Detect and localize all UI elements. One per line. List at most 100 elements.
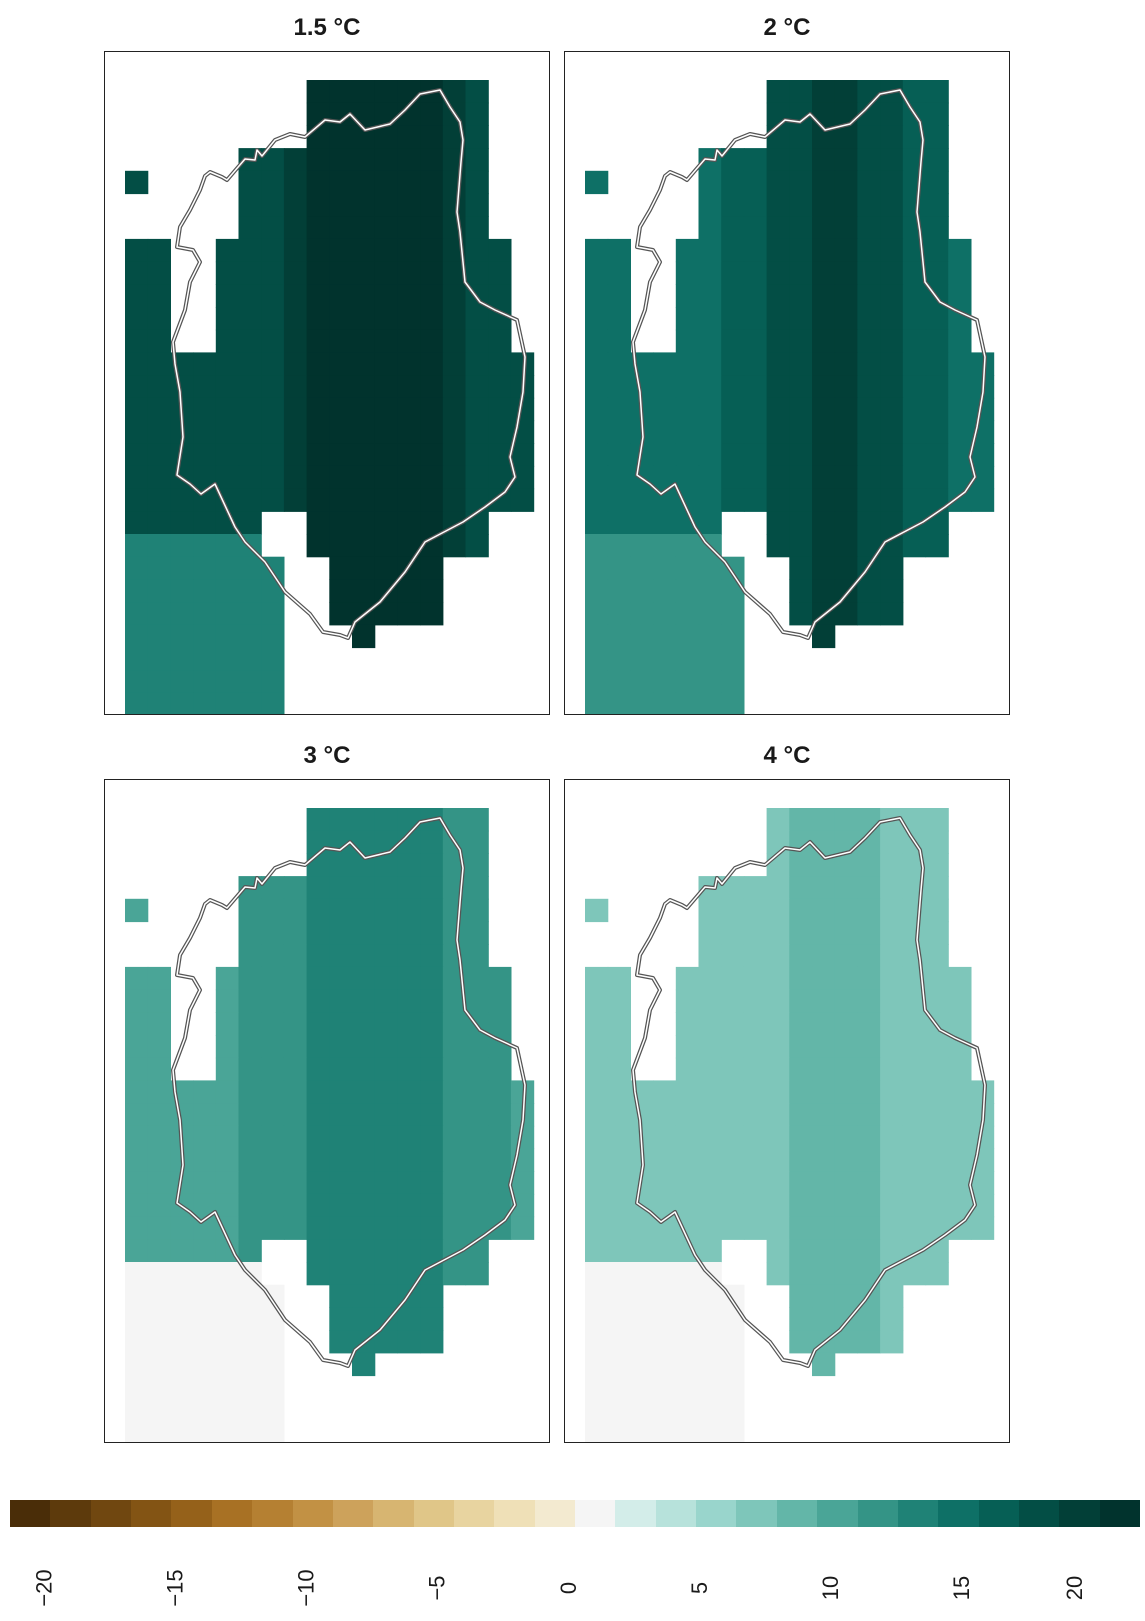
grid-cell bbox=[352, 284, 376, 308]
grid-cell bbox=[880, 216, 904, 240]
grid-cell bbox=[721, 624, 745, 649]
colorbar-tick-label: −10 bbox=[293, 1569, 319, 1607]
grid-cell bbox=[902, 1035, 927, 1059]
grid-cell bbox=[374, 397, 398, 422]
grid-cell bbox=[374, 1148, 398, 1172]
grid-cell bbox=[397, 1035, 421, 1059]
grid-cell bbox=[925, 1148, 949, 1172]
grid-cell bbox=[147, 1420, 171, 1442]
grid-cell bbox=[283, 329, 308, 353]
grid-cell bbox=[585, 1420, 609, 1442]
grid-cell bbox=[880, 876, 904, 900]
grid-cell bbox=[834, 1284, 858, 1308]
colorbar-swatch bbox=[494, 1500, 535, 1527]
grid-cell bbox=[397, 1080, 421, 1104]
grid-cell bbox=[147, 397, 171, 422]
grid-cell bbox=[125, 1262, 149, 1286]
grid-cell bbox=[857, 193, 881, 217]
grid-cell bbox=[812, 216, 836, 240]
grid-cell bbox=[970, 443, 995, 467]
grid-cell bbox=[238, 1103, 262, 1127]
grid-cell bbox=[261, 602, 285, 626]
grid-cell bbox=[215, 261, 240, 285]
grid-cell bbox=[465, 1035, 489, 1059]
grid-cell bbox=[193, 1125, 217, 1150]
grid-cell bbox=[925, 102, 949, 126]
grid-cell bbox=[857, 1080, 881, 1104]
grid-cell bbox=[442, 80, 467, 104]
grid-cell bbox=[465, 989, 489, 1013]
grid-cell bbox=[465, 216, 489, 240]
grid-cell bbox=[925, 216, 949, 240]
grid-cell bbox=[789, 148, 813, 172]
grid-cell bbox=[420, 329, 444, 353]
grid-cell bbox=[653, 1080, 677, 1104]
grid-cell bbox=[585, 1284, 609, 1308]
grid-cell bbox=[261, 1080, 285, 1104]
grid-cell bbox=[306, 1012, 330, 1036]
grid-cell bbox=[420, 352, 444, 376]
grid-cell bbox=[125, 1035, 149, 1059]
grid-cell bbox=[170, 1330, 194, 1354]
grid-cell bbox=[125, 420, 149, 444]
grid-cell bbox=[698, 944, 722, 968]
grid-cell bbox=[420, 1012, 444, 1036]
grid-cell bbox=[238, 1125, 262, 1150]
grid-cell bbox=[721, 989, 745, 1013]
grid-cell bbox=[442, 397, 467, 422]
grid-cell bbox=[585, 511, 609, 535]
grid-cell bbox=[766, 1148, 790, 1172]
grid-cell bbox=[721, 921, 745, 945]
grid-cell bbox=[948, 375, 972, 399]
colorbar-swatch bbox=[817, 1500, 858, 1527]
colorbar-swatch bbox=[534, 1500, 576, 1527]
grid-cell bbox=[170, 1284, 194, 1308]
grid-cell bbox=[653, 556, 677, 580]
grid-cell bbox=[170, 511, 194, 535]
grid-cell bbox=[630, 1284, 654, 1308]
grid-cell bbox=[238, 1148, 262, 1172]
grid-cell bbox=[653, 1239, 677, 1263]
grid-cell bbox=[283, 193, 308, 217]
grid-cell bbox=[880, 966, 904, 991]
grid-cell bbox=[125, 170, 149, 195]
grid-cell bbox=[283, 352, 308, 376]
grid-cell bbox=[442, 1057, 467, 1081]
grid-cell bbox=[698, 465, 722, 490]
grid-cell bbox=[397, 966, 421, 991]
grid-cell bbox=[675, 692, 700, 714]
grid-cell bbox=[238, 1216, 262, 1240]
grid-cell bbox=[789, 876, 813, 900]
grid-cell bbox=[585, 329, 609, 353]
grid-cell bbox=[585, 1239, 609, 1263]
grid-cell bbox=[352, 261, 376, 285]
grid-cell bbox=[653, 670, 677, 694]
grid-cell bbox=[465, 307, 489, 331]
grid-cell bbox=[442, 1125, 467, 1150]
grid-cell bbox=[834, 1216, 858, 1240]
grid-cell bbox=[352, 488, 376, 512]
grid-cell bbox=[902, 921, 927, 945]
grid-cell bbox=[125, 261, 149, 285]
grid-cell bbox=[698, 420, 722, 444]
grid-cell bbox=[238, 966, 262, 991]
grid-cell bbox=[743, 216, 768, 240]
grid-cell bbox=[442, 1035, 467, 1059]
grid-cell bbox=[306, 1239, 330, 1263]
grid-cell bbox=[488, 238, 512, 263]
grid-cell bbox=[834, 420, 858, 444]
grid-cell bbox=[812, 193, 836, 217]
grid-cell bbox=[721, 1330, 745, 1354]
grid-cell bbox=[170, 1375, 194, 1399]
grid-cell bbox=[902, 465, 927, 490]
grid-cell bbox=[125, 284, 149, 308]
grid-cell bbox=[585, 170, 609, 195]
grid-cell bbox=[675, 1057, 700, 1081]
colorbar-swatch bbox=[696, 1500, 737, 1527]
grid-cell bbox=[675, 238, 700, 263]
grid-cell bbox=[283, 148, 308, 172]
colorbar-swatch bbox=[1018, 1500, 1060, 1527]
grid-cell bbox=[215, 1420, 240, 1442]
grid-cell bbox=[675, 534, 700, 558]
grid-cell bbox=[215, 966, 240, 991]
